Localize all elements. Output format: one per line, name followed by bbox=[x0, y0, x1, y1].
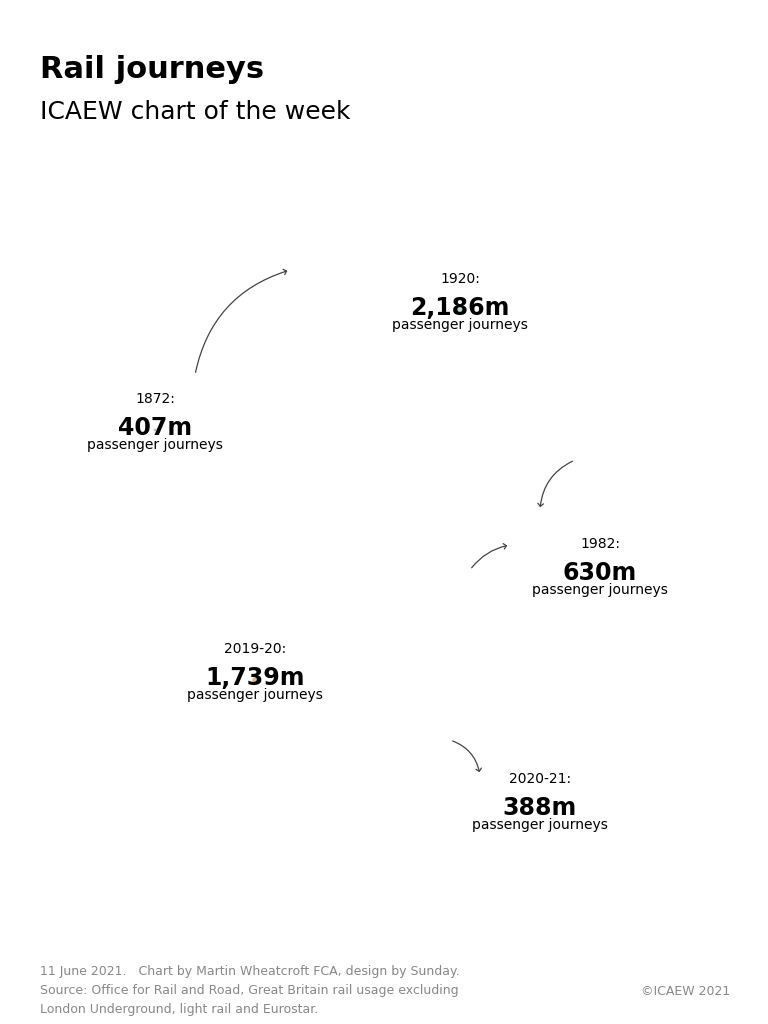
Text: passenger journeys: passenger journeys bbox=[472, 818, 608, 831]
Text: 2020-21:: 2020-21: bbox=[509, 772, 571, 786]
Text: 630m: 630m bbox=[563, 560, 637, 585]
Text: 388m: 388m bbox=[503, 796, 577, 819]
Text: 2019-20:: 2019-20: bbox=[224, 642, 286, 656]
Text: 11 June 2021.   Chart by Martin Wheatcroft FCA, design by Sunday.
Source: Office: 11 June 2021. Chart by Martin Wheatcroft… bbox=[40, 965, 459, 1016]
Circle shape bbox=[252, 677, 258, 683]
Text: 1,739m: 1,739m bbox=[205, 666, 305, 689]
Circle shape bbox=[154, 429, 157, 431]
Text: 1872:: 1872: bbox=[135, 392, 175, 406]
Text: ICAEW chart of the week: ICAEW chart of the week bbox=[40, 100, 350, 124]
Circle shape bbox=[598, 573, 601, 577]
Text: 407m: 407m bbox=[118, 416, 192, 439]
Text: passenger journeys: passenger journeys bbox=[187, 688, 323, 702]
Text: ©ICAEW 2021: ©ICAEW 2021 bbox=[641, 985, 730, 998]
Text: 1982:: 1982: bbox=[580, 537, 620, 551]
Text: 2,186m: 2,186m bbox=[410, 296, 510, 319]
Text: Rail journeys: Rail journeys bbox=[40, 55, 264, 84]
Text: passenger journeys: passenger journeys bbox=[532, 583, 668, 597]
Text: passenger journeys: passenger journeys bbox=[392, 318, 528, 332]
Circle shape bbox=[538, 809, 541, 811]
Text: passenger journeys: passenger journeys bbox=[87, 438, 223, 452]
Text: 1920:: 1920: bbox=[440, 272, 480, 286]
Circle shape bbox=[457, 307, 463, 313]
